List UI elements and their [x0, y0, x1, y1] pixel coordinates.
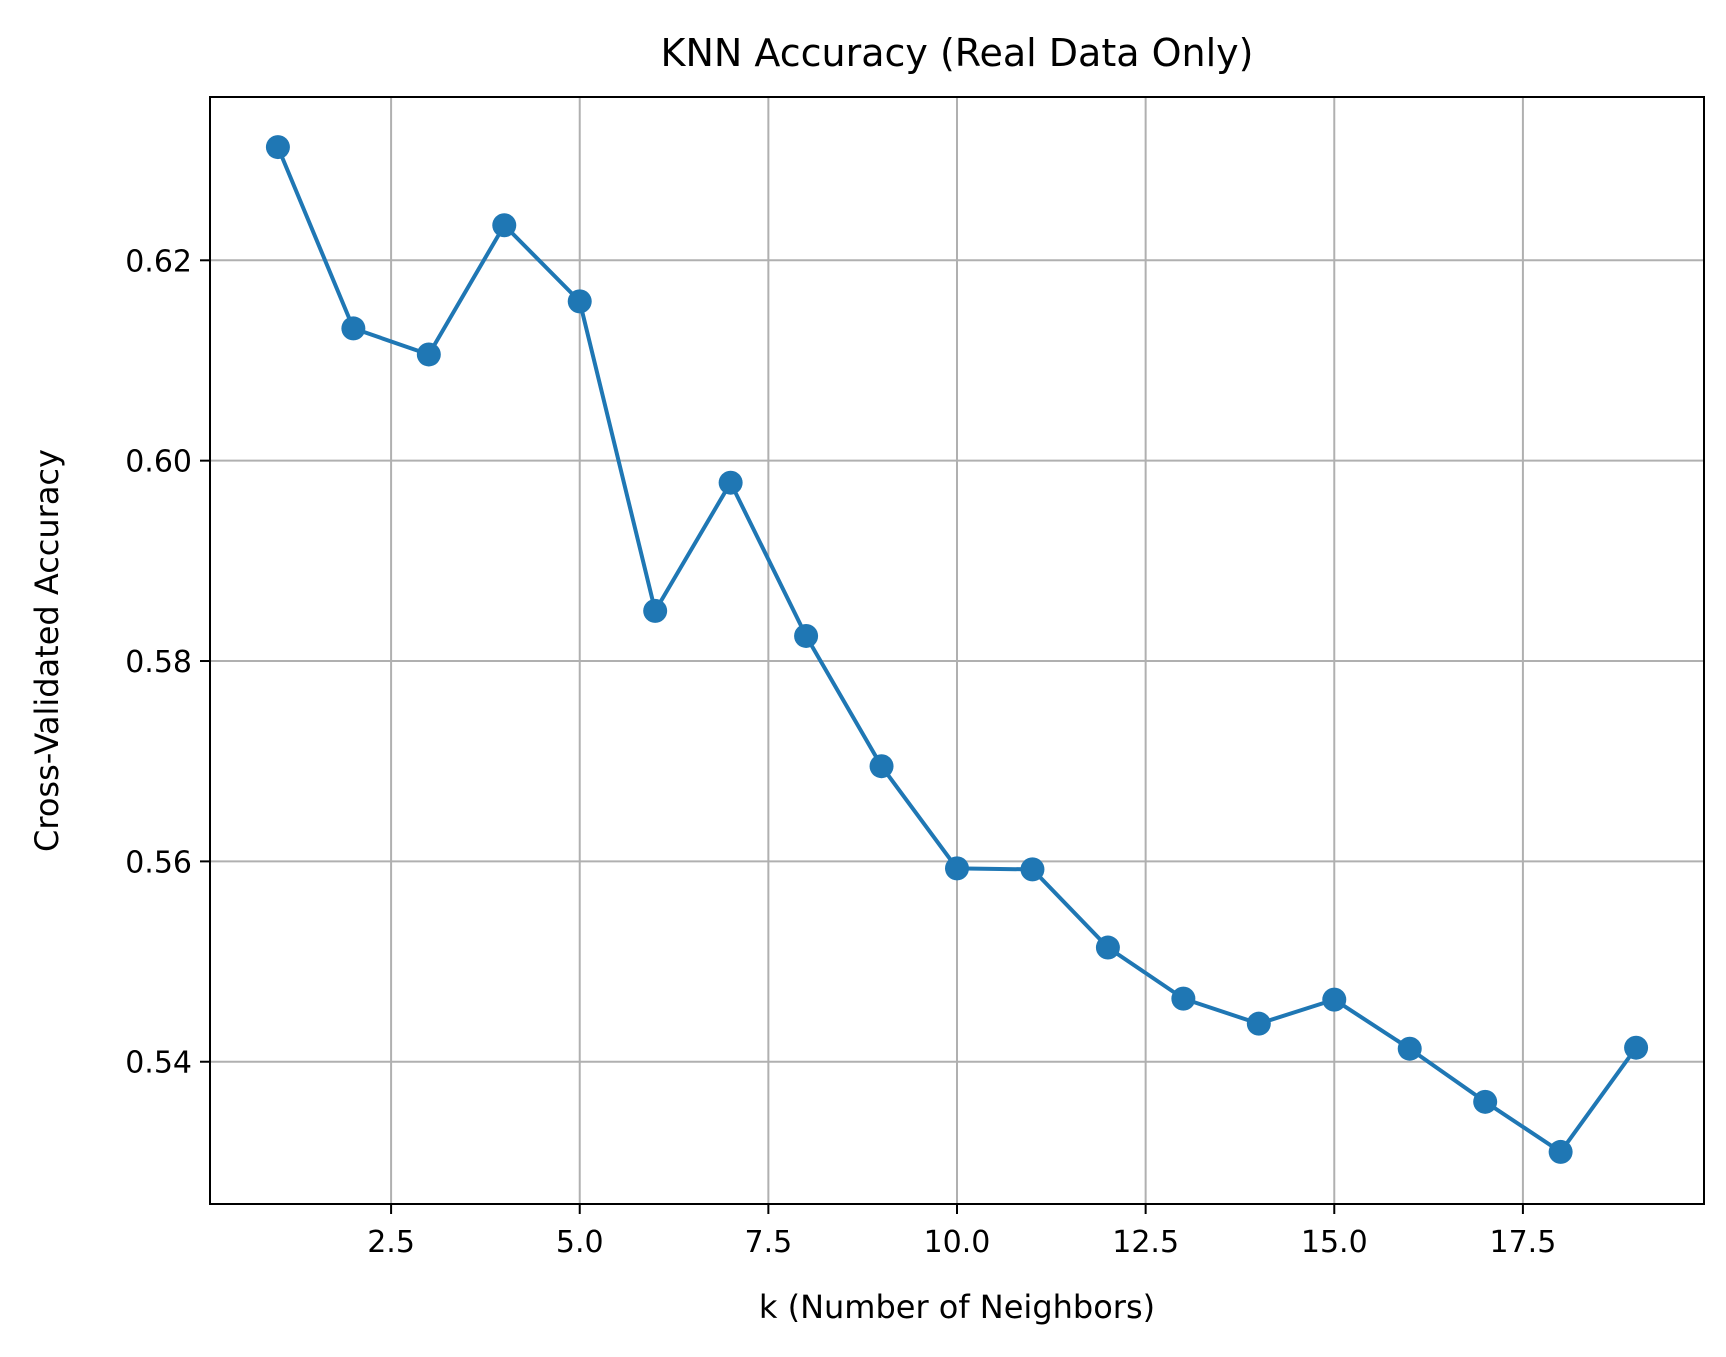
series: [265, 135, 1649, 1164]
data-point: [1020, 857, 1045, 882]
data-point: [492, 213, 517, 238]
ticks: 2.5 5.0 7.5 10.0 12.5 15.0 17.5 0.54 0.56 0.58 0.6…: [125, 244, 1556, 1260]
data-point: [567, 289, 592, 314]
data-point: [416, 342, 441, 367]
data-point: [643, 598, 668, 623]
data-point: [1246, 1011, 1271, 1036]
x-tick-label: 10.0: [924, 1225, 991, 1260]
x-axis-label: k (Number of Neighbors): [759, 1288, 1155, 1326]
data-point: [1322, 987, 1347, 1012]
y-tick-label: 0.62: [125, 244, 192, 279]
data-point: [718, 470, 743, 495]
data-point: [945, 856, 969, 881]
y-tick-label: 0.60: [125, 445, 192, 480]
x-tick-label: 2.5: [367, 1225, 415, 1260]
x-tick-label: 12.5: [1112, 1225, 1179, 1260]
data-point: [1473, 1089, 1498, 1114]
y-tick-label: 0.54: [125, 1046, 192, 1081]
chart-title: KNN Accuracy (Real Data Only): [661, 31, 1254, 75]
y-tick-label: 0.56: [125, 845, 192, 880]
data-point: [1548, 1139, 1573, 1164]
x-tick-label: 15.0: [1301, 1225, 1368, 1260]
data-point: [1624, 1035, 1649, 1060]
data-point: [794, 623, 819, 648]
data-point: [1095, 935, 1120, 960]
y-axis-label: Cross-Validated Accuracy: [28, 449, 66, 852]
data-point: [1171, 986, 1196, 1011]
data-point: [1397, 1036, 1422, 1061]
data-point: [265, 135, 290, 160]
data-point: [869, 754, 894, 779]
x-tick-label: 7.5: [745, 1225, 793, 1260]
y-tick-label: 0.58: [125, 645, 192, 680]
x-tick-label: 5.0: [556, 1225, 604, 1260]
x-tick-label: 17.5: [1490, 1225, 1557, 1260]
data-point: [341, 316, 366, 341]
